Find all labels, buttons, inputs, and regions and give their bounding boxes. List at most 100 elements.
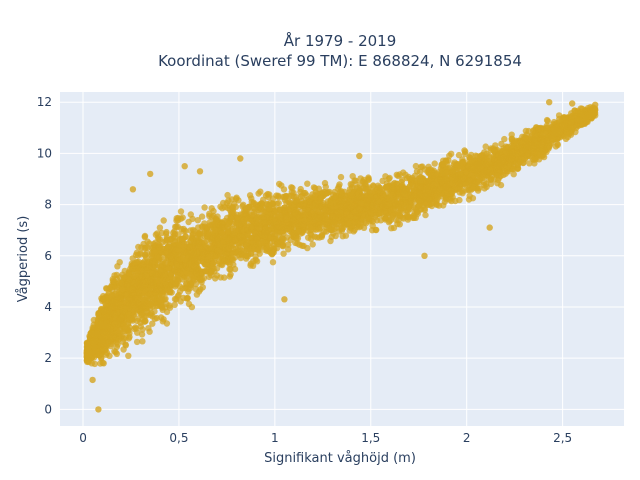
scatter-point — [337, 187, 345, 195]
scatter-point — [206, 212, 213, 220]
scatter-point — [221, 203, 228, 211]
scatter-point — [342, 232, 350, 239]
scatter-point — [394, 220, 401, 228]
scatter-point — [187, 237, 194, 245]
scatter-point — [517, 139, 524, 146]
scatter-point — [497, 181, 505, 189]
scatter-point — [279, 242, 286, 249]
scatter-point — [380, 191, 387, 198]
scatter-point — [210, 207, 217, 215]
scatter-point — [426, 196, 433, 203]
scatter-point — [212, 217, 220, 225]
scatter-point — [390, 206, 397, 213]
scatter-point — [412, 162, 420, 170]
scatter-point — [367, 193, 374, 201]
scatter-point — [442, 196, 450, 203]
scatter-point — [379, 177, 386, 185]
scatter-point — [281, 196, 288, 203]
scatter-point — [474, 160, 481, 168]
scatter-point — [364, 185, 372, 193]
scatter-point — [175, 231, 182, 238]
scatter-point — [142, 286, 149, 294]
scatter-point — [429, 181, 437, 188]
scatter-point — [383, 184, 390, 191]
scatter-point — [280, 250, 287, 257]
scatter-point — [425, 188, 432, 196]
scatter-point — [139, 326, 146, 333]
scatter-point — [155, 234, 162, 241]
scatter-point — [324, 189, 331, 197]
scatter-point — [501, 135, 508, 143]
scatter-point — [208, 268, 215, 275]
scatter-point — [318, 190, 325, 198]
scatter-point — [152, 288, 160, 295]
scatter-point — [141, 233, 148, 241]
scatter-point — [331, 188, 338, 196]
scatter-point — [113, 271, 120, 279]
scatter-point — [131, 279, 138, 287]
scatter-point — [121, 308, 128, 315]
scatter-point — [125, 352, 132, 359]
scatter-point — [553, 121, 560, 128]
scatter-point — [296, 241, 303, 248]
scatter-point — [168, 273, 175, 281]
scatter-point — [538, 140, 545, 148]
scatter-point — [259, 203, 266, 210]
scatter-point — [152, 270, 159, 278]
scatter-point — [461, 147, 468, 154]
scatter-point — [176, 288, 184, 295]
scatter-point — [140, 299, 148, 306]
scatter-point — [324, 219, 331, 226]
scatter-point — [182, 233, 190, 240]
scatter-point — [187, 271, 194, 278]
scatter-point — [130, 299, 137, 306]
scatter-point — [227, 266, 234, 273]
scatter-point — [160, 217, 167, 224]
scatter-point — [439, 164, 446, 171]
scatter-point — [195, 288, 203, 295]
scatter-point — [523, 136, 531, 143]
scatter-point — [357, 219, 365, 226]
scatter-point — [201, 204, 208, 211]
scatter-point — [234, 214, 242, 221]
scatter-point — [531, 160, 538, 167]
chart-title-line-2: Koordinat (Sweref 99 TM): E 868824, N 62… — [158, 52, 522, 70]
scatter-point — [307, 230, 314, 237]
scatter-point — [422, 211, 429, 219]
scatter-point — [337, 173, 345, 181]
scatter-point — [515, 156, 522, 163]
scatter-point — [343, 211, 350, 218]
scatter-point — [290, 217, 297, 224]
scatter-point — [144, 292, 151, 299]
scatter-point — [229, 245, 237, 252]
scatter-point — [318, 233, 325, 241]
scatter-point — [480, 155, 487, 162]
scatter-point — [332, 203, 339, 210]
scatter-point — [431, 160, 438, 167]
scatter-point — [109, 277, 117, 285]
scatter-point — [158, 303, 165, 311]
scatter-point — [502, 143, 510, 150]
scatter-point — [269, 259, 277, 266]
scatter-point — [213, 272, 221, 279]
scatter-point — [110, 333, 117, 340]
scatter-point — [116, 259, 123, 266]
scatter-point — [156, 296, 164, 303]
scatter-point — [163, 228, 170, 236]
scatter-point — [522, 127, 530, 135]
scatter-point — [244, 253, 251, 260]
scatter-point — [202, 267, 209, 275]
scatter-point — [149, 320, 156, 327]
scatter-point — [508, 135, 516, 142]
scatter-point — [462, 187, 469, 194]
scatter-point — [187, 227, 194, 234]
scatter-point — [145, 264, 153, 271]
scatter-point — [151, 315, 159, 322]
scatter-point — [481, 149, 488, 156]
scatter-point — [177, 298, 184, 305]
scatter-point — [507, 162, 514, 169]
scatter-point — [177, 269, 184, 277]
scatter-point — [238, 237, 245, 245]
scatter-point — [360, 224, 368, 231]
